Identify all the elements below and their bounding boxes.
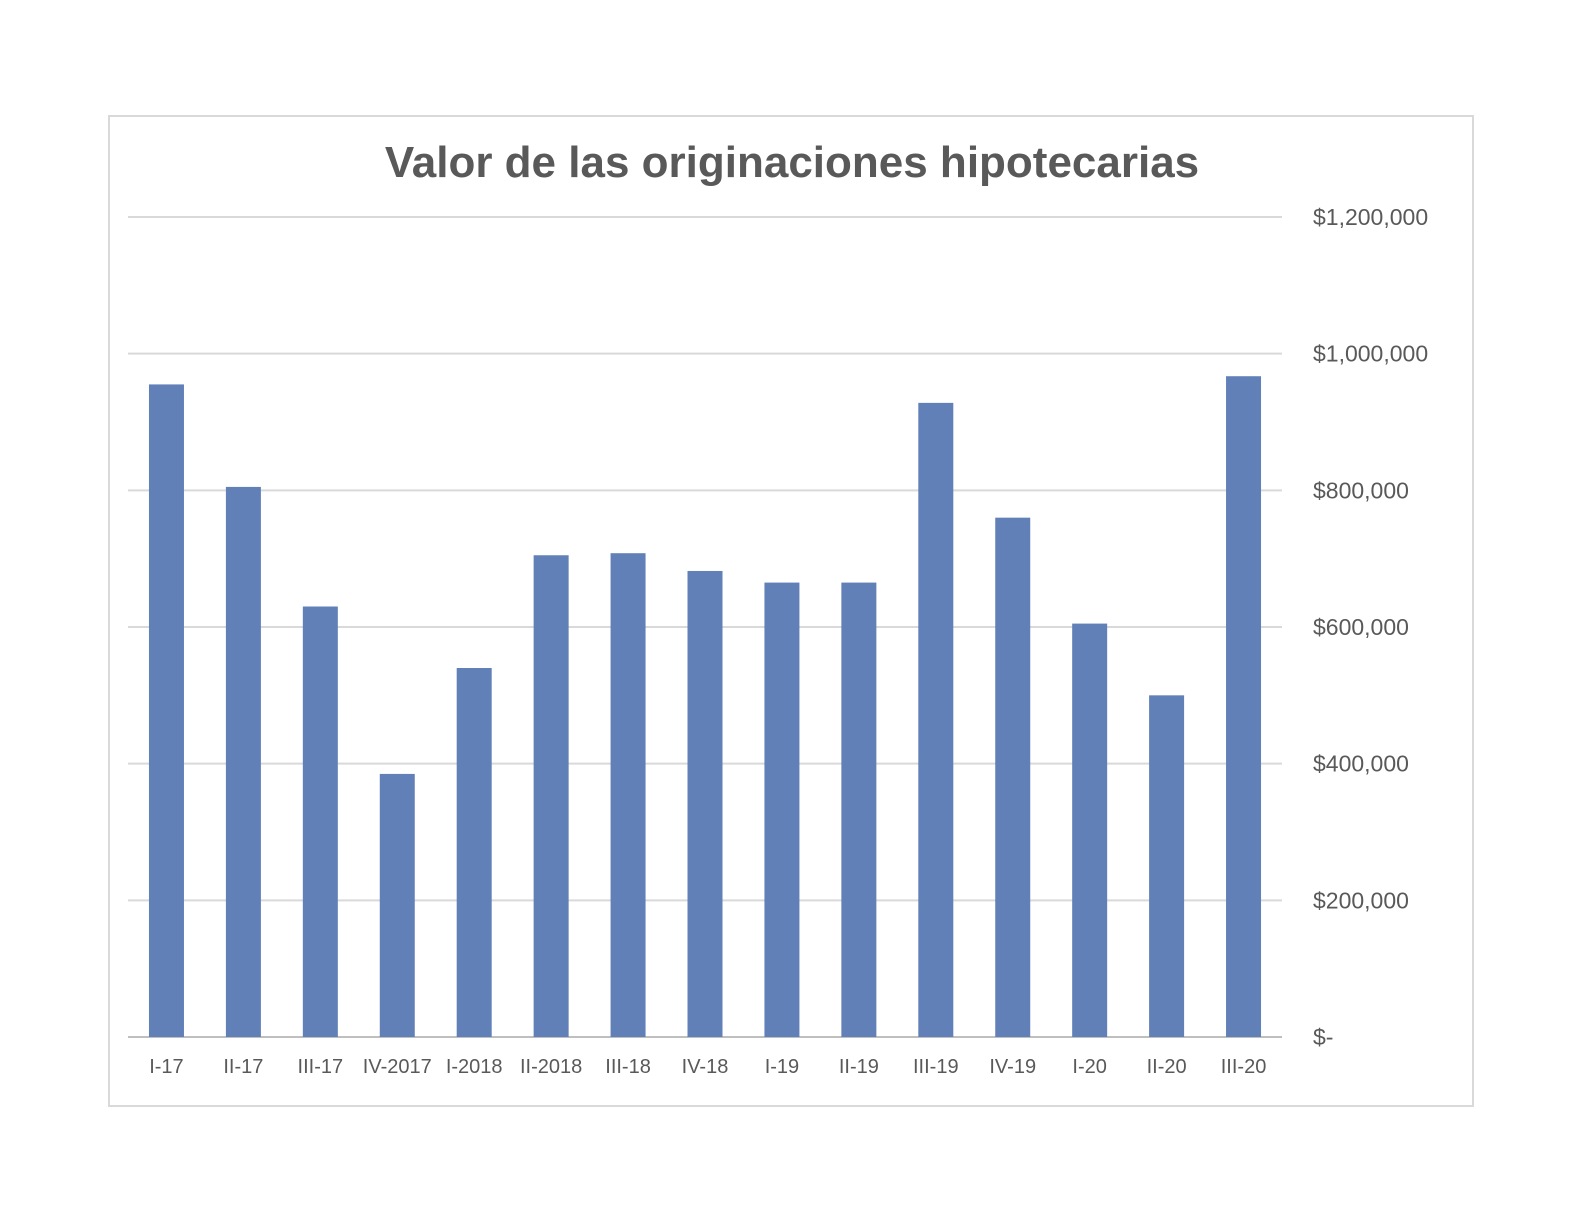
bar-ii-19 — [841, 582, 877, 1037]
x-tick-label: I-17 — [149, 1056, 183, 1078]
bar-ii-20 — [1149, 695, 1185, 1037]
x-tick-label: II-2018 — [520, 1056, 582, 1078]
y-tick-label: $400,000 — [1313, 751, 1409, 777]
x-tick-label: I-19 — [765, 1056, 799, 1078]
bar-i-17 — [148, 384, 184, 1038]
y-tick-label: $200,000 — [1313, 887, 1409, 913]
x-axis-ticks: I-17 II-17 III-17 IV-2017 I-2018 II-2018 III-1… — [149, 1056, 1266, 1078]
chart-title: Valor de las originaciones hipotecarias — [384, 138, 1200, 187]
y-tick-label: $1,000,000 — [1313, 341, 1428, 367]
bar-ii-2018 — [533, 555, 569, 1037]
x-tick-label: I-2018 — [446, 1056, 503, 1078]
x-tick-label: III-18 — [605, 1056, 651, 1078]
bar-iv-19 — [995, 517, 1031, 1037]
y-tick-label: $- — [1313, 1024, 1333, 1050]
x-tick-label: IV-18 — [682, 1056, 729, 1078]
bar-i-19 — [764, 582, 800, 1037]
x-tick-label: II-17 — [223, 1056, 263, 1078]
bar-iii-19 — [918, 402, 954, 1037]
x-tick-label: I-20 — [1072, 1056, 1106, 1078]
bar-iii-17 — [302, 606, 338, 1037]
x-tick-label: II-20 — [1147, 1056, 1187, 1078]
bar-ii-17 — [225, 486, 261, 1038]
bars — [148, 376, 1262, 1038]
y-tick-label: $600,000 — [1313, 614, 1409, 640]
bar-iv-2017 — [379, 773, 415, 1037]
x-tick-label: III-20 — [1221, 1056, 1267, 1078]
x-tick-label: IV-2017 — [363, 1056, 432, 1078]
y-tick-label: $800,000 — [1313, 477, 1409, 503]
y-axis-ticks: $- $200,000 $400,000 $600,000 $800,000 $1,000… — [1313, 204, 1428, 1050]
y-tick-label: $1,200,000 — [1313, 204, 1428, 230]
bar-iii-18 — [610, 553, 646, 1037]
x-tick-label: IV-19 — [989, 1056, 1036, 1078]
x-tick-label: II-19 — [839, 1056, 879, 1078]
bar-iii-20 — [1226, 376, 1262, 1037]
x-tick-label: III-17 — [298, 1056, 344, 1078]
bar-iv-18 — [687, 570, 723, 1037]
x-tick-label: III-19 — [913, 1056, 959, 1078]
bar-i-2018 — [456, 668, 492, 1037]
bar-i-20 — [1072, 623, 1108, 1037]
